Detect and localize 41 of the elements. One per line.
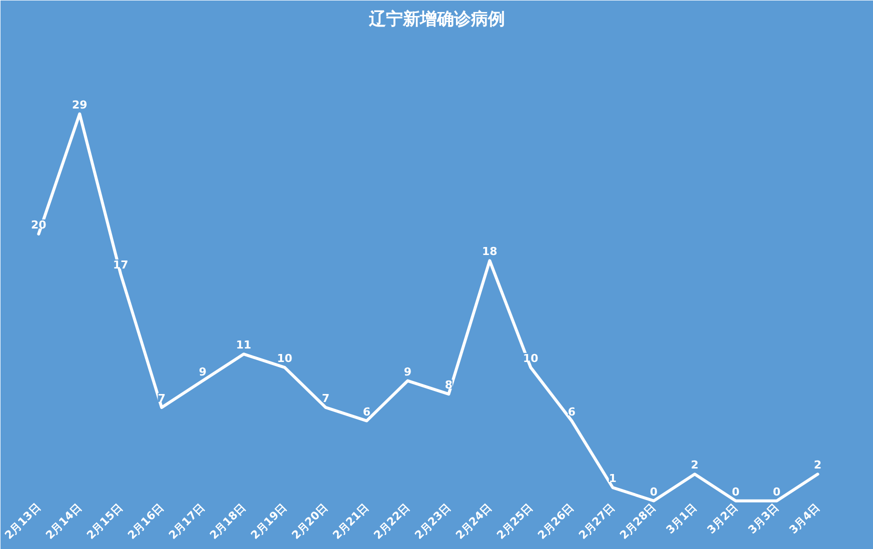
- data-label: 10: [277, 352, 293, 365]
- data-label: 7: [158, 392, 166, 405]
- x-tick-label: 3月1日: [664, 500, 700, 536]
- data-label: 0: [650, 485, 658, 498]
- data-label: 2: [690, 458, 699, 472]
- data-label: 2: [814, 458, 822, 472]
- x-tick-label: 2月27日: [576, 500, 618, 542]
- x-tick-label: 3月3日: [746, 500, 782, 536]
- x-tick-label: 2月19日: [248, 500, 290, 542]
- chart-title: 辽宁新增确诊病例: [368, 10, 505, 30]
- data-label: 7: [322, 392, 330, 405]
- data-label: 29: [72, 98, 88, 112]
- x-tick-label: 3月2日: [704, 500, 740, 536]
- data-label: 0: [772, 485, 781, 498]
- data-label: 11: [236, 338, 252, 352]
- x-tick-label: 2月28日: [617, 500, 658, 542]
- data-label: 1: [608, 472, 617, 486]
- data-label: 18: [482, 245, 498, 258]
- x-tick-label: 2月21日: [330, 500, 372, 542]
- x-tick-label: 2月23日: [412, 500, 454, 542]
- x-tick-label: 2月17日: [166, 500, 208, 542]
- x-tick-label: 2月26日: [535, 500, 576, 542]
- data-label: 9: [198, 365, 206, 378]
- x-tick-label: 2月15日: [84, 500, 126, 542]
- data-label: 20: [30, 218, 47, 232]
- data-label: 6: [568, 405, 576, 418]
- x-tick-label: 2月14日: [43, 500, 84, 542]
- data-label: 17: [112, 258, 128, 272]
- data-label: 8: [444, 378, 453, 392]
- x-tick-label: 3月4日: [786, 500, 822, 536]
- data-label: 9: [404, 365, 412, 378]
- x-tick-label: 2月25日: [494, 500, 536, 542]
- x-tick-label: 2月22日: [371, 500, 412, 542]
- x-tick-label: 2月16日: [125, 500, 166, 542]
- x-tick-label: 2月24日: [453, 500, 494, 542]
- data-label: 0: [732, 485, 740, 498]
- x-tick-label: 2月20日: [289, 500, 330, 542]
- data-label: 10: [523, 352, 539, 365]
- x-tick-label: 2月18日: [207, 500, 248, 542]
- data-label: 6: [362, 405, 371, 418]
- x-tick-label: 2月13日: [2, 500, 44, 542]
